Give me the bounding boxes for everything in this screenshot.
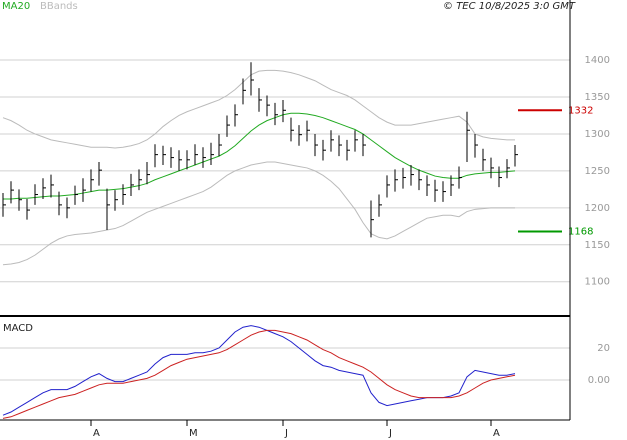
legend-ma20: MA20: [2, 1, 30, 12]
level-label: 1168: [568, 226, 593, 237]
y-tick-label: 1300: [585, 129, 610, 140]
y-tick-label: 20: [597, 343, 610, 354]
y-tick-label: 1250: [585, 166, 610, 177]
macd-line: [2, 325, 516, 416]
legend-bbands: BBands: [40, 1, 78, 12]
x-tick-label: M: [189, 428, 198, 439]
y-tick-label: 1350: [585, 92, 610, 103]
y-tick-label: 0.00: [588, 375, 610, 386]
x-tick-label: J: [388, 428, 392, 439]
bband-lower: [2, 161, 515, 266]
x-tick-label: J: [284, 428, 288, 439]
macd-line: [2, 329, 516, 419]
x-tick-label: A: [493, 428, 500, 439]
y-tick-label: 1200: [585, 203, 610, 214]
x-tick-label: A: [93, 428, 100, 439]
level-label: 1332: [568, 105, 593, 116]
y-tick-label: 1150: [585, 240, 610, 251]
y-tick-label: 1100: [585, 277, 610, 288]
bband-upper: [2, 69, 515, 149]
timestamp: © TEC 10/8/2025 3:0 GMT: [443, 1, 576, 12]
macd-title: MACD: [3, 323, 33, 334]
ma20-line: [3, 112, 516, 200]
y-tick-label: 1400: [585, 55, 610, 66]
